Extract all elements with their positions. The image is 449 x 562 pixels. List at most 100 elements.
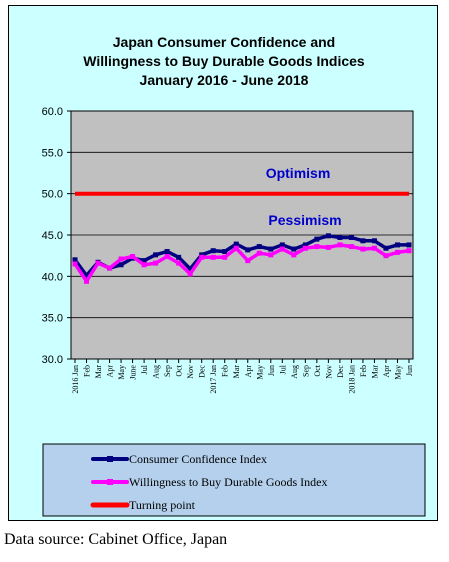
data-point: [107, 265, 113, 271]
x-tick-label: Sep: [163, 365, 172, 377]
x-tick-label: May: [255, 365, 264, 380]
data-point: [348, 244, 354, 250]
data-point: [141, 258, 147, 264]
data-source-caption: Data source: Cabinet Office, Japan: [4, 531, 228, 548]
optimism-annotation: Optimism: [266, 165, 331, 181]
data-point: [84, 278, 90, 284]
data-point: [360, 246, 366, 252]
data-point: [72, 261, 78, 267]
data-point: [406, 242, 412, 248]
data-point: [383, 253, 389, 259]
chart-frame: Japan Consumer Confidence and Willingness…: [8, 5, 438, 521]
x-tick-label: Feb: [359, 365, 368, 377]
legend-label-2: Willingness to Buy Durable Goods Index: [129, 475, 328, 489]
data-point: [268, 252, 274, 258]
data-point: [118, 256, 124, 262]
x-tick-label: Dec: [198, 365, 207, 378]
x-tick-label: Mar: [94, 365, 103, 379]
y-tick-label: 40.0: [42, 271, 63, 283]
data-point: [383, 245, 389, 251]
data-point: [406, 248, 412, 254]
chart: Japan Consumer Confidence and Willingness…: [42, 34, 426, 517]
y-tick-label: 45.0: [42, 230, 63, 242]
x-tick-label: Oct: [175, 364, 184, 376]
data-point: [268, 246, 274, 252]
x-tick-label: Nov: [324, 365, 333, 379]
x-tick-label: May: [393, 365, 402, 380]
x-tick-label: Feb: [221, 365, 230, 377]
x-tick-label: Dec: [336, 365, 345, 378]
data-point: [164, 249, 170, 255]
x-tick-label: Jun: [267, 365, 276, 376]
data-point: [314, 244, 320, 250]
x-tick-label: June: [129, 365, 138, 380]
data-point: [394, 242, 400, 248]
data-point: [325, 233, 331, 239]
legend-label-1: Consumer Confidence Index: [129, 452, 267, 466]
legend-marker-2: [107, 479, 113, 485]
x-tick-label: Mar: [370, 365, 379, 379]
data-point: [337, 242, 343, 248]
data-point: [210, 254, 216, 260]
y-tick-label: 60.0: [42, 106, 63, 118]
legend-label-3: Turning point: [129, 498, 196, 512]
chart-title-line-3: January 2016 - June 2018: [140, 72, 309, 88]
data-point: [153, 260, 159, 266]
data-point: [371, 245, 377, 251]
y-tick-label: 30.0: [42, 354, 63, 366]
data-point: [325, 244, 331, 250]
data-point: [348, 234, 354, 240]
data-point: [95, 260, 101, 266]
data-point: [210, 248, 216, 254]
x-tick-label: Sep: [301, 365, 310, 377]
data-point: [256, 250, 262, 256]
chart-title-line-2: Willingness to Buy Durable Goods Indices: [83, 53, 365, 69]
x-tick-label: Jul: [278, 364, 287, 374]
data-point: [256, 244, 262, 250]
x-tick-label: 2017 Jan: [209, 365, 218, 394]
data-point: [291, 252, 297, 258]
data-point: [164, 253, 170, 259]
x-tick-label: Aug: [290, 365, 299, 379]
data-point: [233, 241, 239, 247]
x-tick-label: Aug: [152, 365, 161, 379]
pessimism-annotation: Pessimism: [268, 212, 341, 228]
data-point: [245, 258, 251, 264]
data-point: [245, 247, 251, 253]
data-point: [141, 262, 147, 268]
x-tick-label: Apr: [106, 365, 115, 378]
data-point: [360, 238, 366, 244]
data-point: [302, 242, 308, 248]
data-point: [187, 266, 193, 272]
data-point: [130, 253, 136, 259]
chart-title-line-1: Japan Consumer Confidence and: [113, 34, 335, 50]
data-point: [176, 254, 182, 260]
data-point: [84, 273, 90, 279]
x-tick-label: Apr: [382, 365, 391, 378]
data-point: [371, 238, 377, 244]
x-tick-label: 2018 Jan: [347, 365, 356, 394]
data-point: [279, 242, 285, 248]
data-point: [222, 254, 228, 260]
data-point: [394, 249, 400, 255]
x-tick-label: May: [117, 365, 126, 380]
data-point: [279, 246, 285, 252]
x-tick-label: Jul: [140, 364, 149, 374]
x-tick-label: Apr: [244, 365, 253, 378]
legend-marker-1: [107, 456, 113, 462]
data-point: [118, 262, 124, 268]
data-point: [187, 271, 193, 277]
data-point: [314, 236, 320, 242]
data-point: [176, 260, 182, 266]
x-tick-label: Nov: [186, 365, 195, 379]
y-tick-label: 55.0: [42, 147, 63, 159]
data-point: [302, 245, 308, 251]
y-tick-label: 35.0: [42, 313, 63, 325]
data-point: [72, 257, 78, 263]
x-tick-label: 2016 Jan: [71, 365, 80, 394]
data-point: [233, 245, 239, 251]
data-point: [153, 252, 159, 258]
data-point: [199, 254, 205, 260]
data-point: [291, 246, 297, 252]
y-tick-label: 50.0: [42, 189, 63, 201]
